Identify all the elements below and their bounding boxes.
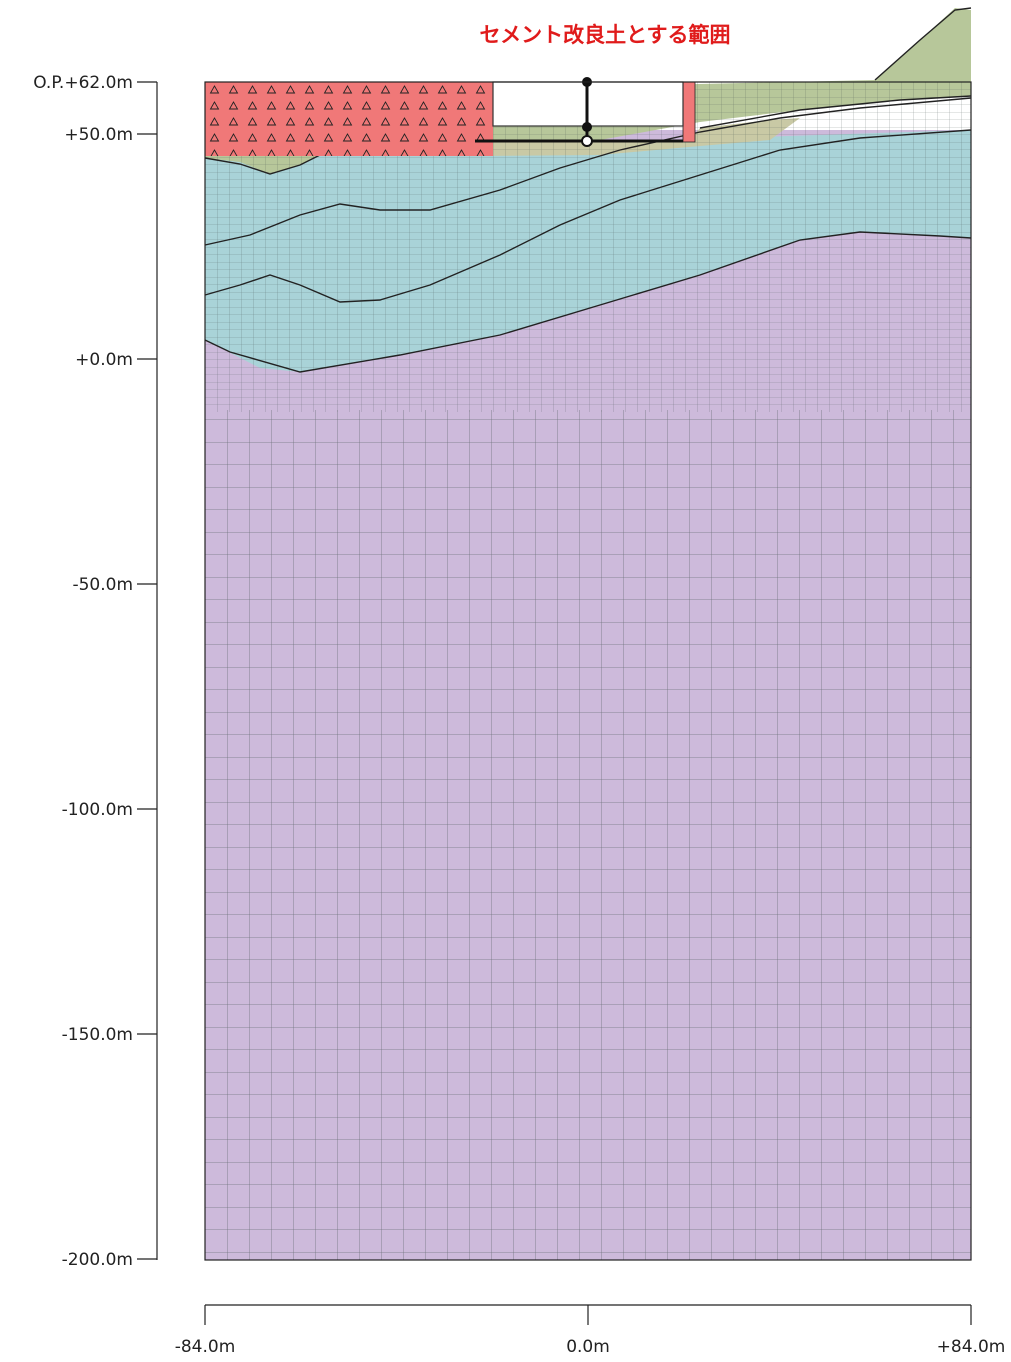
boundary-line-4: [204, 149, 331, 175]
y-tick-label: -150.0m: [62, 1025, 133, 1045]
y-tick-label: +50.0m: [64, 125, 133, 145]
x-tick-label: +84.0m: [937, 1337, 1006, 1357]
cement-zone-hatch: [205, 82, 493, 156]
boundary-line-3: [204, 97, 972, 246]
node-middle: [582, 122, 592, 132]
boundary-line-6: [699, 95, 972, 129]
boundary-line-5: [874, 7, 972, 81]
cement-zone-label: セメント改良土とする範囲: [480, 23, 731, 47]
node-bottom: [581, 135, 593, 147]
bedrock-mesh: [205, 410, 971, 1260]
y-tick-label: -50.0m: [72, 575, 133, 595]
y-tick-label: -200.0m: [62, 1250, 133, 1270]
boundary-line-2: [204, 129, 972, 303]
model-boundary: [204, 81, 972, 1261]
x-tick-label: -84.0m: [175, 1337, 236, 1357]
boundary-line-1: [204, 231, 972, 373]
cement-zone-strip: [682, 81, 696, 143]
y-tick-label: -100.0m: [62, 800, 133, 820]
layer-boundaries: [204, 7, 972, 373]
x-axis: -84.0m 0.0m +84.0m: [175, 1304, 1006, 1357]
x-tick-label: 0.0m: [566, 1337, 610, 1357]
y-tick-label: O.P.+62.0m: [33, 73, 133, 93]
ground-section: [204, 7, 972, 1261]
y-tick-label: +0.0m: [75, 350, 133, 370]
y-axis: O.P.+62.0m +50.0m +0.0m -50.0m -100.0m -150.0…: [33, 73, 158, 1270]
